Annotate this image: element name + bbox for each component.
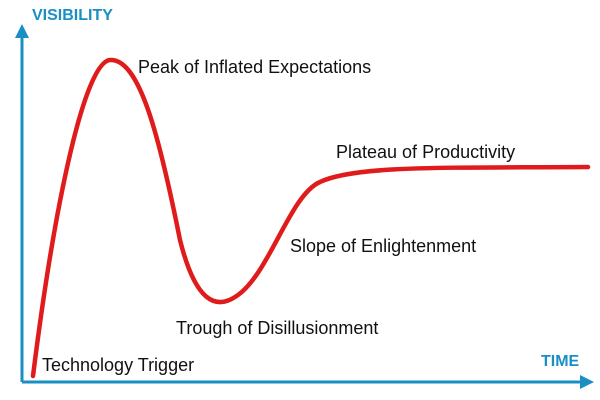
label-technology-trigger: Technology Trigger [42,355,194,375]
label-plateau-of-productivity: Plateau of Productivity [336,142,515,162]
label-slope-of-enlightenment: Slope of Enlightenment [290,236,476,256]
hype-curve [30,57,591,379]
label-peak-of-inflated-expectations: Peak of Inflated Expectations [138,57,371,77]
y-axis-arrowhead [15,24,29,38]
x-axis-title: TIME [541,353,580,370]
x-axis-arrowhead [580,375,594,389]
y-axis-title: VISIBILITY [32,7,113,24]
label-trough-of-disillusionment: Trough of Disillusionment [176,318,378,338]
